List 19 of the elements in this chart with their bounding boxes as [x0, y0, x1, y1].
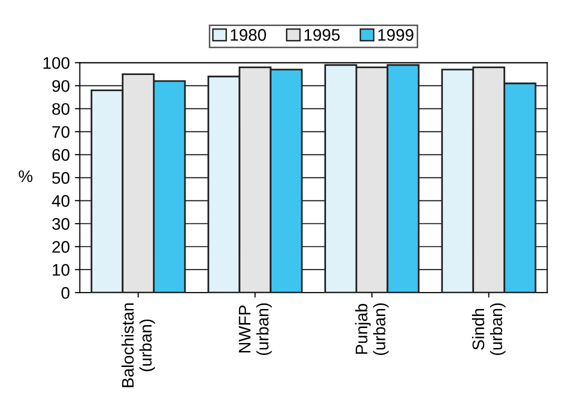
x-tick-label: Sindh (urban) — [472, 303, 506, 356]
y-tick-label: 60 — [52, 149, 70, 161]
y-tick-label: 30 — [52, 218, 70, 230]
legend-label: 1999 — [378, 29, 414, 41]
y-tick-label: 100 — [44, 57, 70, 69]
y-tick-label: 70 — [52, 126, 70, 138]
y-tick-label: 40 — [52, 195, 70, 207]
legend-label: 1980 — [230, 29, 266, 41]
legend-label: 1995 — [304, 29, 340, 41]
x-tick-label: Balochistan (urban) — [121, 303, 155, 388]
y-tick-label: 50 — [52, 172, 70, 184]
y-tick-label: 20 — [52, 241, 70, 253]
y-axis-title: % — [18, 170, 32, 182]
y-tick-label: 80 — [52, 103, 70, 115]
y-tick-label: 0 — [61, 287, 70, 299]
y-tick-label: 90 — [52, 80, 70, 92]
x-tick-label: NWFP (urban) — [238, 303, 272, 356]
y-tick-label: 10 — [52, 264, 70, 276]
x-tick-label: Punjab (urban) — [355, 303, 389, 356]
